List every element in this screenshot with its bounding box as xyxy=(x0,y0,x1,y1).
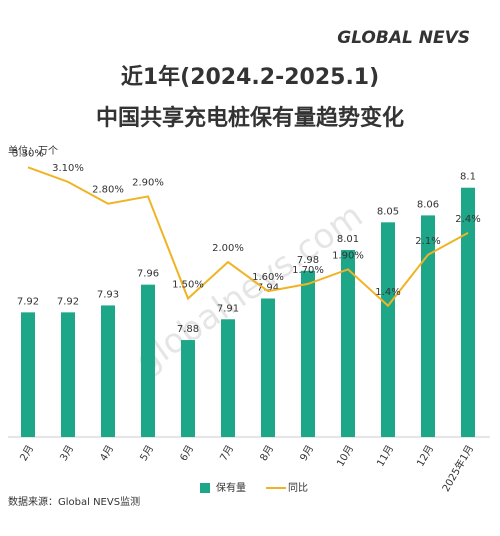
legend-label: 保有量 xyxy=(216,481,246,494)
x-tick-label: 4月 xyxy=(98,443,117,463)
x-tick-label: 7月 xyxy=(218,443,237,463)
line-value-label: 2.4% xyxy=(455,214,480,225)
bar xyxy=(61,312,75,437)
legend-swatch xyxy=(200,483,210,493)
brand-logo: GLOBAL NEVS xyxy=(337,28,470,48)
bar-value-label: 7.91 xyxy=(217,303,239,314)
line-value-label: 1.70% xyxy=(292,265,324,276)
bar-value-label: 8.01 xyxy=(337,234,359,245)
x-tick-label: 8月 xyxy=(258,443,277,463)
line-value-label: 2.90% xyxy=(132,177,164,188)
x-tick-label: 3月 xyxy=(58,443,77,463)
bar-value-label: 7.93 xyxy=(97,289,119,300)
bar-value-label: 8.05 xyxy=(377,206,399,217)
x-tick-label: 9月 xyxy=(298,443,317,463)
bar xyxy=(181,340,195,437)
x-tick-label: 2025年1月 xyxy=(439,443,476,494)
bar-value-label: 8.06 xyxy=(417,199,439,210)
line-value-label: 2.1% xyxy=(415,236,440,247)
chart-subtitle: 中国共享充电桩保有量趋势变化 xyxy=(96,105,404,131)
unit-label: 单位：万个 xyxy=(8,144,58,157)
bar xyxy=(421,215,435,437)
bar-value-label: 7.96 xyxy=(137,269,159,280)
line xyxy=(27,166,469,308)
x-tick-label: 6月 xyxy=(178,443,197,463)
x-tick-label: 10月 xyxy=(334,443,356,469)
line-value-label: 1.50% xyxy=(172,280,204,291)
x-tick-label: 11月 xyxy=(374,443,396,469)
chart-title: 近1年(2024.2-2025.1) xyxy=(121,64,379,90)
line-value-label: 1.4% xyxy=(375,287,400,298)
legend-label: 同比 xyxy=(288,482,308,494)
bar xyxy=(381,222,395,437)
line-value-label: 2.80% xyxy=(92,185,124,196)
watermark: globalnevs.com xyxy=(128,196,370,382)
bar-value-label: 7.94 xyxy=(257,283,279,294)
x-tick-label: 2月 xyxy=(18,443,37,463)
bar-value-label: 8.1 xyxy=(460,172,476,183)
source: 数据来源：Global NEVS监测 xyxy=(8,495,140,508)
x-tick-label: 12月 xyxy=(414,443,436,469)
bar-value-label: 7.92 xyxy=(57,296,79,307)
bar-value-label: 7.92 xyxy=(17,296,39,307)
bar xyxy=(461,187,475,437)
bar xyxy=(101,305,115,437)
line-value-label: 1.60% xyxy=(252,272,284,283)
x-tick-label: 5月 xyxy=(138,443,157,463)
line-value-label: 3.10% xyxy=(52,163,84,174)
bar xyxy=(301,270,315,437)
bar xyxy=(221,319,235,437)
line-value-label: 1.90% xyxy=(332,250,364,261)
bar xyxy=(21,312,35,437)
line-value-label: 3.30% xyxy=(12,148,44,159)
bar-value-label: 7.98 xyxy=(297,255,319,266)
bar xyxy=(261,298,275,437)
bar xyxy=(141,284,155,437)
bar xyxy=(341,250,355,437)
line-value-label: 2.00% xyxy=(212,243,244,254)
bar-value-label: 7.88 xyxy=(177,324,199,335)
